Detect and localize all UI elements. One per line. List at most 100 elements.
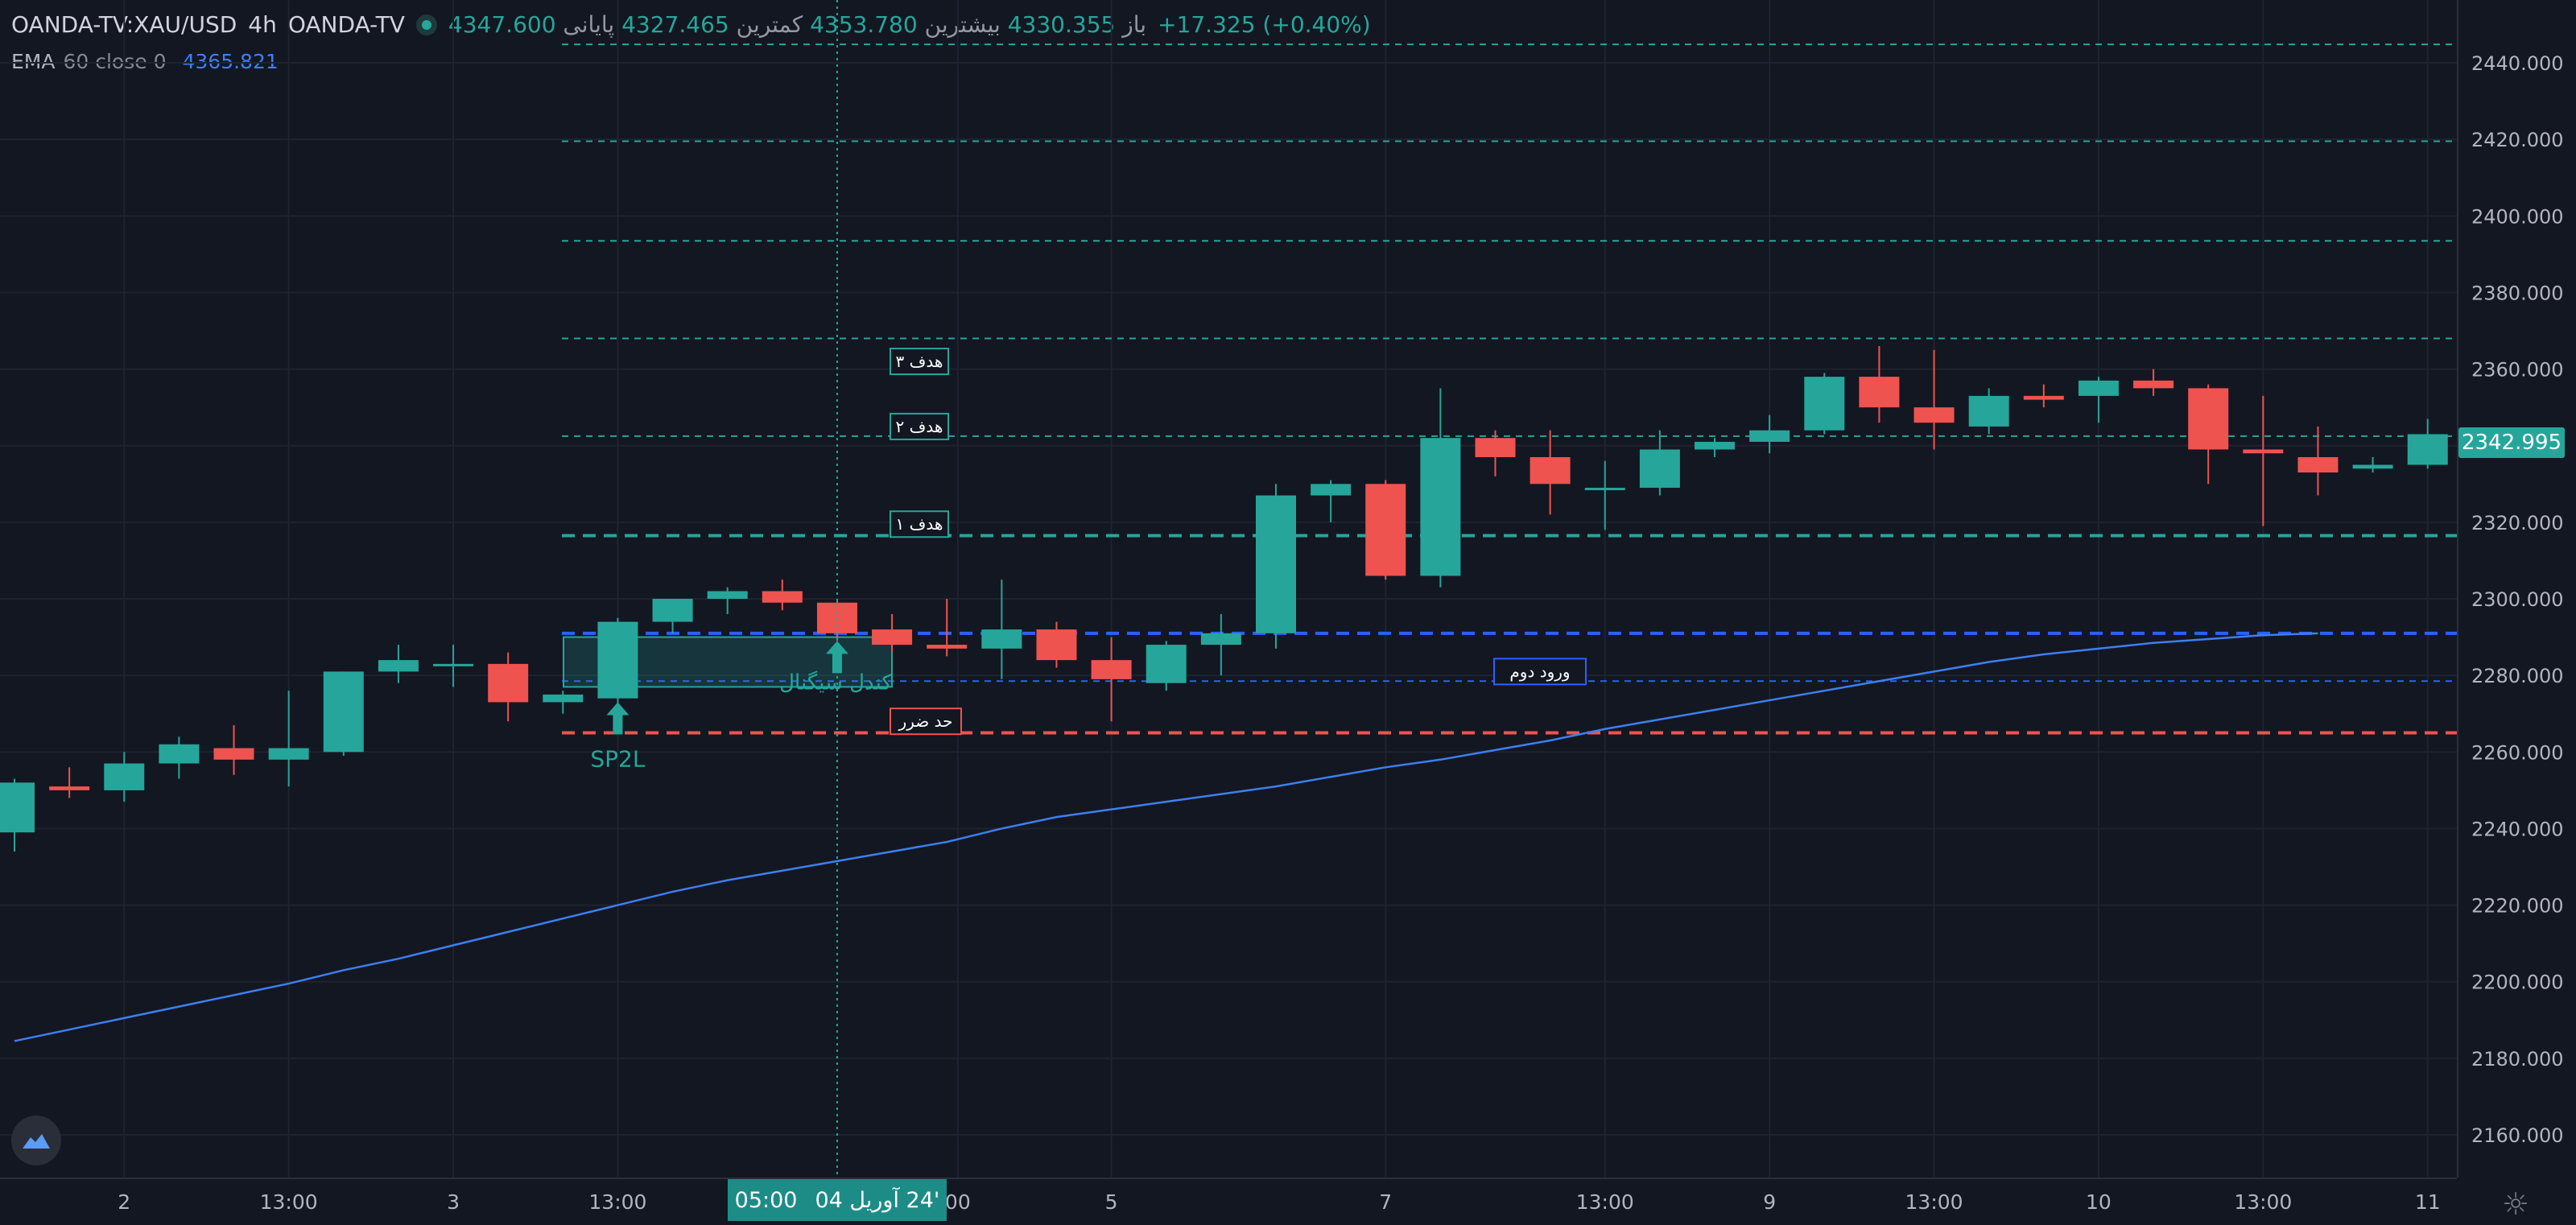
price-tick-label: 2260.000: [2471, 741, 2564, 764]
candle-body: [652, 599, 693, 622]
candle-body: [1639, 449, 1680, 489]
price-tick-label: 2240.000: [2471, 818, 2564, 840]
market-status-icon: [415, 14, 437, 35]
candle-body: [433, 663, 474, 666]
price-tick-label: 2420.000: [2471, 129, 2564, 151]
time-tick-label: 7: [1379, 1190, 1392, 1214]
stop-loss-label: حد ضرر: [898, 711, 953, 731]
candle: [2407, 419, 2448, 469]
current-price-badge: 2342.995: [2458, 427, 2565, 458]
time-tick-label: 5: [1105, 1190, 1118, 1214]
open-label: باز: [1122, 11, 1147, 38]
target1-label-box: [890, 510, 949, 538]
open-value: 4330.355: [1007, 11, 1116, 38]
candle-body: [872, 629, 913, 645]
candle-body: [1475, 438, 1516, 457]
chart-grid: [0, 0, 2457, 1178]
candle: [1913, 349, 1955, 450]
candle: [1475, 430, 1516, 476]
candle: [49, 767, 90, 798]
candle: [1091, 637, 1132, 722]
price-tick-label: 2280.000: [2471, 665, 2564, 687]
candle-body: [1420, 438, 1461, 576]
candle-body: [1859, 377, 1900, 408]
candle: [2078, 377, 2119, 423]
chart-canvas[interactable]: هدف ۳ هدف ۲ هدف ۱ ورود دوم حد ضرر کندل سیگنال…: [0, 0, 2457, 1178]
candle: [1146, 641, 1187, 691]
candle-body: [1530, 456, 1571, 485]
time-tick-label: 11: [2415, 1190, 2441, 1214]
chart-header: OANDA-TV:XAU/USD 4h OANDA-TV باز 4330.35…: [11, 11, 1371, 38]
stop-loss-label-box: [890, 707, 962, 736]
candle: [1365, 480, 1406, 580]
candle-body: [1365, 484, 1406, 576]
candle-body: [1968, 395, 2009, 427]
tradingview-logo-icon[interactable]: [11, 1116, 61, 1165]
change-value: +17.325 (+0.40%): [1158, 11, 1371, 38]
time-tick-label: 9: [1763, 1190, 1776, 1214]
price-axis[interactable]: 2440.000 2420.000 2400.000 2380.000 2360.000…: [2457, 0, 2576, 1178]
candle: [927, 599, 968, 657]
candle: [1036, 621, 1077, 668]
indicator-params: 60 close 0: [63, 50, 167, 73]
indicator-name[interactable]: EMA: [11, 50, 56, 73]
price-tick-label: 2220.000: [2471, 895, 2564, 918]
candle-body: [707, 591, 748, 599]
candle: [2297, 426, 2339, 496]
candle-body: [2352, 464, 2393, 469]
candle: [1968, 388, 2009, 435]
candle-body: [816, 602, 857, 633]
candle-body: [2023, 395, 2064, 400]
candle-body: [981, 629, 1022, 649]
interval-label[interactable]: 4h: [248, 11, 277, 38]
candle: [378, 645, 419, 683]
candle: [1859, 346, 1900, 423]
candle-body: [1146, 645, 1187, 683]
candles: [0, 346, 2448, 852]
candle-body: [1695, 441, 1736, 450]
high-label: بیشترین: [924, 11, 1001, 38]
target1-label: هدف ۱: [896, 514, 943, 534]
candle-body: [2133, 380, 2174, 389]
indicator-value: 4365.821: [182, 50, 279, 73]
time-tick-label: 2: [118, 1190, 130, 1214]
time-tick-label: 3: [447, 1190, 460, 1214]
candle: [2023, 384, 2064, 408]
second-entry-label-box: [1493, 658, 1587, 686]
time-axis[interactable]: 2 13:00 3 13:00 00 5 7 13:00 9 13:00 10 13:00 11: [0, 1178, 2457, 1225]
price-tick-label: 2300.000: [2471, 588, 2564, 611]
time-tick-label: 13:00: [2234, 1190, 2292, 1214]
candle: [1530, 430, 1571, 515]
candle-body: [49, 786, 90, 790]
candle-body: [2078, 380, 2119, 396]
candle: [543, 691, 584, 714]
crosshair-time: 05:00: [734, 1187, 798, 1213]
indicator-legend[interactable]: EMA 60 close 0 4365.821: [11, 50, 279, 73]
candle-body: [1200, 633, 1241, 645]
price-tick-label: 2440.000: [2471, 52, 2564, 75]
price-tick-label: 2320.000: [2471, 512, 2564, 534]
candle: [1311, 480, 1352, 522]
candle-body: [1311, 484, 1352, 496]
candle: [213, 724, 254, 775]
time-tick-label: 13:00: [1576, 1190, 1634, 1214]
candle: [0, 778, 35, 852]
low-label: کمترین: [736, 11, 803, 38]
candle: [1749, 415, 1790, 454]
candle: [159, 736, 200, 779]
candle-body: [1584, 488, 1625, 491]
target2-label: هدف ۲: [896, 417, 943, 436]
candle: [2243, 395, 2284, 526]
candle-body: [323, 671, 364, 753]
source-label: OANDA-TV: [287, 11, 405, 38]
settings-gear-icon[interactable]: ☼: [2502, 1186, 2530, 1222]
candle: [104, 752, 145, 802]
candle: [2133, 369, 2174, 396]
ohlc-values: باز 4330.355 بیشترین 4353.780 کمترین 432…: [448, 11, 1146, 38]
candle-body: [1913, 407, 1955, 423]
price-tick-label: 2200.000: [2471, 971, 2564, 994]
candle: [1420, 388, 1461, 588]
candle-body: [1804, 377, 1845, 431]
candle-body: [1036, 629, 1077, 661]
target3-label-box: [890, 348, 949, 376]
